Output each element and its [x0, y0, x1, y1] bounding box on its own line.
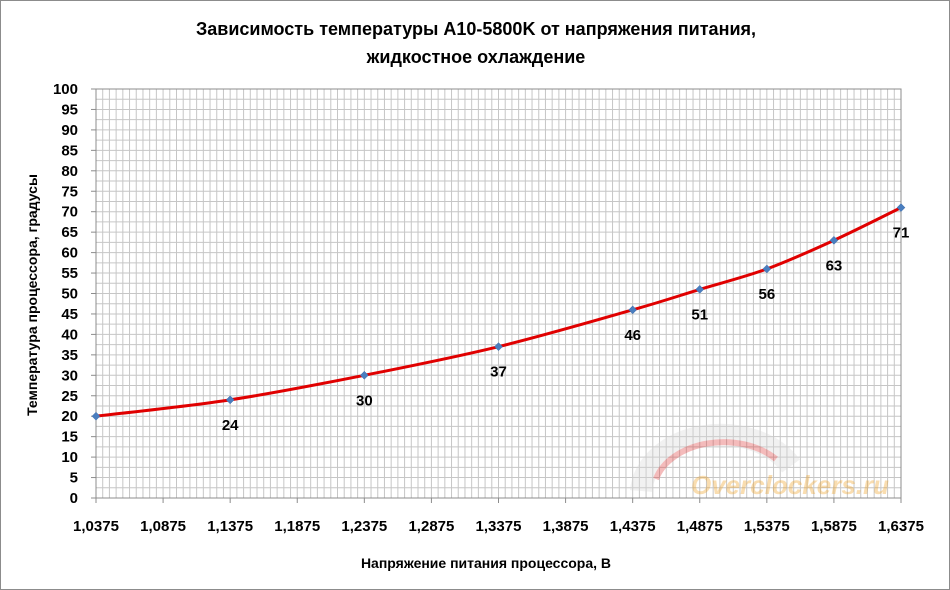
y-tick-label: 5: [70, 470, 78, 487]
y-tick-label: 70: [61, 204, 78, 221]
x-tick-label: 1,6375: [878, 518, 924, 535]
x-tick-label: 1,2375: [341, 518, 387, 535]
x-tick-label: 1,4875: [677, 518, 723, 535]
watermark-text: Overclockers.ru: [691, 470, 889, 500]
x-tick-label: 1,0875: [140, 518, 186, 535]
data-point-marker: [762, 264, 772, 274]
x-tick-label: 1,1875: [274, 518, 320, 535]
data-label: 71: [893, 225, 910, 242]
y-tick-label: 95: [61, 101, 78, 118]
x-tick-label: 1,5875: [811, 518, 857, 535]
x-axis-title: Напряжение питания процессора, В: [361, 555, 611, 571]
y-axis-ticks: 0 5 10 15 20 25 30 35 40 45 50 55 60 65 70 75 80 85 90 95 10…: [53, 81, 96, 507]
y-tick-label: 15: [61, 429, 78, 446]
data-point-marker: [695, 285, 705, 294]
y-tick-label: 35: [61, 347, 78, 364]
watermark-logo: Overclockers.ru: [630, 423, 889, 500]
y-tick-label: 40: [61, 326, 78, 343]
data-label: 63: [826, 257, 843, 274]
y-tick-label: 65: [61, 224, 78, 241]
y-tick-label: 55: [61, 265, 78, 282]
data-label: 46: [624, 327, 641, 344]
gridlines: [95, 88, 902, 499]
y-axis-title: Температура процессора, градусы: [24, 174, 40, 416]
data-label: 24: [222, 417, 239, 434]
data-label: 56: [758, 286, 775, 303]
chart-title-line-1: Зависимость температуры A10-5800K от нап…: [196, 19, 756, 39]
data-point-marker: [896, 203, 906, 212]
data-label: 37: [490, 364, 507, 381]
data-label: 30: [356, 392, 373, 409]
x-tick-label: 1,3375: [476, 518, 522, 535]
y-tick-label: 30: [61, 367, 78, 384]
x-tick-label: 1,4375: [610, 518, 656, 535]
y-tick-label: 10: [61, 449, 78, 466]
y-tick-label: 80: [61, 163, 78, 180]
data-label: 51: [691, 306, 708, 323]
data-point-marker: [628, 305, 638, 315]
y-tick-label: 100: [53, 81, 78, 98]
x-tick-label: 1,2875: [408, 518, 454, 535]
y-tick-label: 0: [70, 490, 78, 507]
x-tick-label: 1,0375: [73, 518, 119, 535]
data-labels: 24 30 37 46 51 56 63 71: [222, 225, 910, 434]
y-tick-label: 45: [61, 306, 78, 323]
series-line: [95, 206, 902, 418]
x-tick-label: 1,1375: [207, 518, 253, 535]
y-tick-label: 60: [61, 245, 78, 262]
data-point-marker: [91, 411, 101, 421]
x-tick-label: 1,3875: [543, 518, 589, 535]
y-tick-label: 85: [61, 142, 78, 159]
y-tick-label: 75: [61, 183, 78, 200]
y-tick-label: 90: [61, 122, 78, 139]
data-point-marker: [829, 235, 839, 245]
data-point-marker: [225, 395, 235, 405]
y-tick-label: 25: [61, 388, 78, 405]
data-point-marker: [494, 342, 503, 352]
chart-title-line-2: жидкостное охлаждение: [366, 47, 586, 67]
x-tick-label: 1,5375: [744, 518, 790, 535]
y-tick-label: 20: [61, 408, 78, 425]
series-markers: [91, 203, 906, 421]
data-point-marker: [359, 370, 369, 380]
x-axis-ticks: 1,0375 1,0875 1,1375 1,1875 1,2375 1,2875 1,33…: [73, 498, 924, 535]
y-tick-label: 50: [61, 286, 78, 303]
